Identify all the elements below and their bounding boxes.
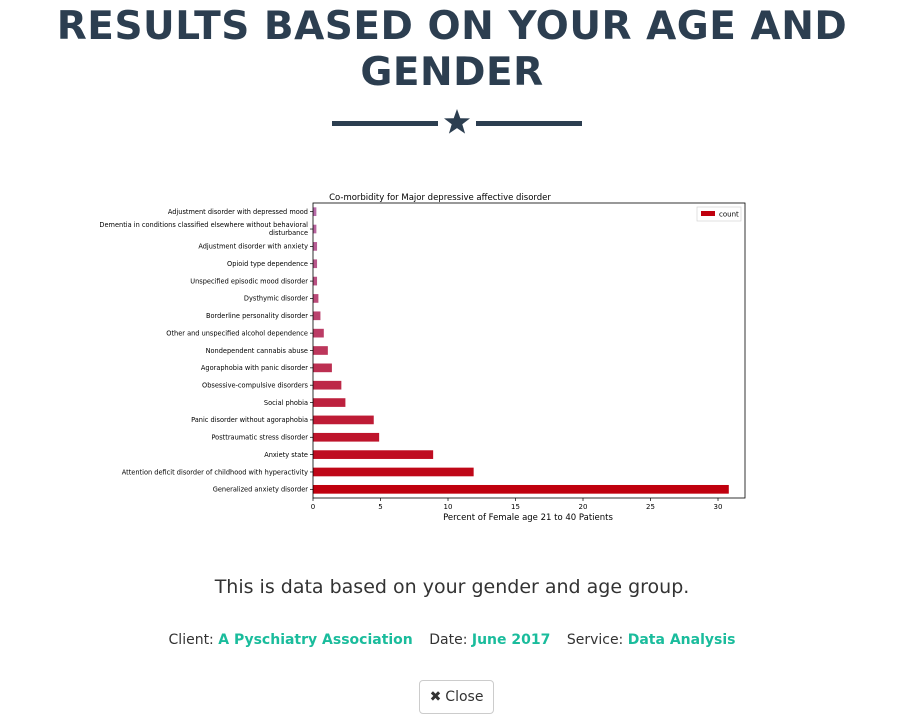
plot-frame — [312, 202, 746, 499]
bar — [313, 224, 317, 234]
bar — [313, 207, 317, 217]
bar — [313, 311, 321, 321]
bar — [313, 484, 729, 494]
y-tick-label: Posttraumatic stress disorder — [211, 434, 308, 442]
meta-date: Date: June 2017 — [429, 632, 555, 648]
meta-service: Service: Data Analysis — [567, 632, 736, 648]
y-tick-label: Generalized anxiety disorder — [213, 486, 309, 494]
y-tick-label: Dementia in conditions classified elsewh… — [99, 221, 308, 237]
y-tick-label: Agoraphobia with panic disorder — [201, 364, 308, 372]
y-tick-label: Adjustment disorder with anxiety — [198, 243, 308, 251]
comorbidity-bar-chart: Co-morbidity for Major depressive affect… — [99, 193, 746, 523]
x-tick-label: 0 — [311, 503, 315, 511]
divider-line-right — [476, 121, 582, 126]
chart-title: Co-morbidity for Major depressive affect… — [329, 193, 551, 203]
chart-legend: count — [696, 206, 742, 222]
date-label: Date: — [429, 632, 468, 648]
x-tick-label: 30 — [714, 503, 723, 511]
star-divider — [332, 108, 582, 138]
close-button[interactable]: ✖ Close — [419, 680, 494, 714]
legend-label: count — [719, 211, 739, 219]
y-tick-label: Panic disorder without agoraphobia — [191, 416, 308, 424]
description-text: This is data based on your gender and ag… — [214, 576, 690, 598]
close-label: Close — [445, 689, 484, 705]
bar — [313, 259, 318, 269]
bar — [313, 415, 374, 425]
bar — [313, 346, 328, 355]
page-title: RESULTS BASED ON YOUR AGE AND GENDER — [56, 4, 848, 95]
y-tick-label: Opioid type dependence — [227, 260, 308, 268]
y-tick-label: Unspecified episodic mood disorder — [190, 277, 308, 285]
x-tick-label: 10 — [444, 503, 453, 511]
y-tick-label: Dysthymic disorder — [244, 295, 308, 303]
client-value: A Pyschiatry Association — [218, 632, 413, 648]
bar — [313, 467, 474, 477]
x-ticks: 0 5 10 15 20 25 30 — [311, 498, 723, 511]
date-value: June 2017 — [471, 632, 551, 648]
star-icon — [444, 109, 470, 134]
y-tick-label: Social phobia — [264, 399, 308, 407]
bar — [313, 242, 318, 251]
bar — [313, 276, 318, 286]
y-tick-label: Borderline personality disorder — [206, 312, 308, 320]
bar — [313, 432, 380, 442]
bar — [313, 294, 319, 303]
x-tick-label: 15 — [511, 503, 520, 511]
bar — [313, 328, 324, 338]
bars — [313, 207, 729, 494]
service-label: Service: — [566, 632, 624, 648]
bar — [313, 363, 332, 373]
client-label: Client: — [168, 632, 214, 648]
divider-line-left — [332, 121, 438, 126]
x-tick-label: 20 — [579, 503, 588, 511]
y-tick-labels: Adjustment disorder with depressed mood D… — [99, 208, 313, 494]
x-axis-label: Percent of Female age 21 to 40 Patients — [443, 513, 613, 523]
bar — [313, 380, 342, 390]
bar — [313, 398, 346, 407]
x-tick-label: 5 — [378, 503, 382, 511]
legend-box — [696, 206, 742, 222]
y-tick-label: Nondependent cannabis abuse — [206, 347, 308, 355]
y-tick-label: Obsessive-compulsive disorders — [202, 382, 309, 390]
legend-swatch — [701, 211, 715, 216]
meta-client: Client: A Pyschiatry Association — [169, 632, 418, 648]
bar — [313, 450, 434, 459]
times-icon: ✖ — [429, 689, 442, 705]
x-tick-label: 25 — [646, 503, 655, 511]
project-meta: Client: A Pyschiatry Association Date: J… — [0, 630, 904, 650]
y-tick-label: Attention deficit disorder of childhood … — [122, 468, 308, 476]
y-tick-label: Anxiety state — [264, 451, 308, 459]
y-tick-label: Adjustment disorder with depressed mood — [168, 208, 308, 216]
service-value: Data Analysis — [627, 632, 736, 648]
y-tick-label: Other and unspecified alcohol dependence — [166, 329, 308, 337]
